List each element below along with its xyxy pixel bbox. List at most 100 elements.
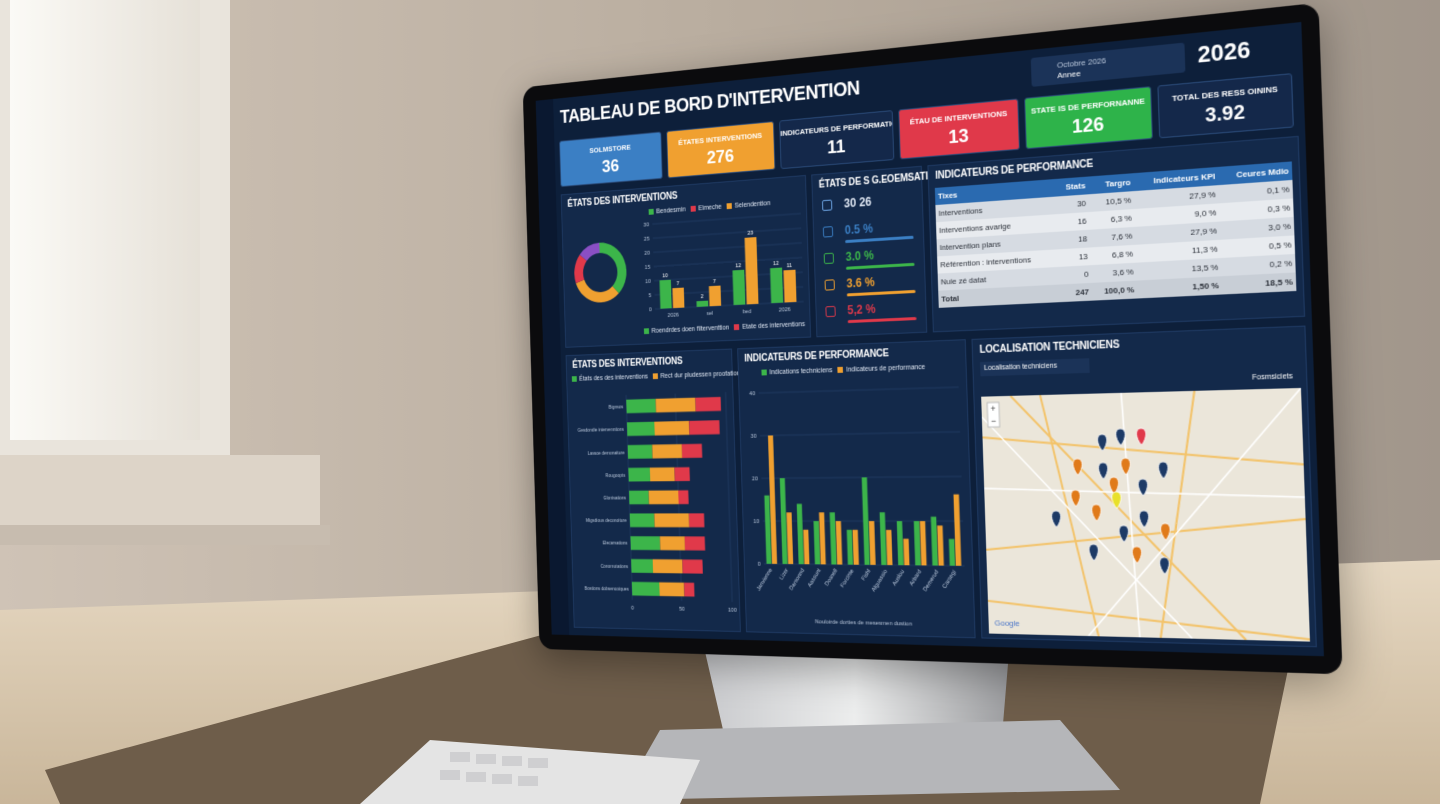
grid-line [652,214,800,224]
x-tick-label: 2026 [779,307,791,314]
y-tick-label: 10 [753,519,759,525]
table-cell: 18,5 % [1221,272,1297,295]
bar-segment [654,420,690,436]
legend: États des des interventions Rect dur plud… [567,370,743,383]
legend-swatch [837,366,844,374]
hbar-panel: ÉTATS DES INTERVENTIONS États des des in… [565,348,743,633]
bar [829,512,837,565]
table-cell: 0 [1058,265,1092,285]
y-tick-label: 20 [752,476,758,482]
bar-value-label: 7 [713,279,716,285]
x-tick-label: 50 [679,606,685,612]
x-tick-label: Lizer [779,567,790,581]
table-cell: 16 [1057,211,1090,232]
table-wrap: Tixes Stats Targro Indicateurs KPI Ceures Md… [934,161,1297,308]
panel-title: LOCALISATION TECHNICIENS [979,339,1120,356]
x-tick-label: Fishl [861,568,872,582]
metric-icon [822,226,834,238]
table-cell: 18 [1057,229,1091,250]
bar-segment [689,420,720,435]
kpi-card: ÉTATES INTERVENTIONS 276 [666,121,776,179]
grid-line [653,228,801,238]
bar-segment [659,582,685,597]
y-tick-label: Glonisations [603,495,626,500]
kpi-value: 36 [601,156,620,178]
y-tick-label: 10 [645,279,651,285]
kpi-card: SOLMSTORE 36 [559,131,663,188]
legend-swatch [726,203,733,210]
y-tick-label: 0 [758,561,761,567]
table-cell: 247 [1059,282,1093,303]
x-tick-label: 0 [631,605,634,611]
bar [783,269,797,303]
y-tick-label: Lassoe demonaiture [588,450,625,456]
x-tick-label: Carsegi [942,569,958,590]
bar [852,529,859,565]
bar-segment [654,513,690,528]
metric-bar [847,317,917,324]
status-panel: ÉTATS DES INTERVENTIONS 0 5 10 15 20 25 30 2026… [560,174,812,348]
legend-label: États des des interventions [579,373,649,383]
bar-value-label: 23 [747,230,753,237]
bar [813,521,821,565]
metric-bar [845,262,915,270]
metric-bar [845,235,914,244]
bar-value-label: 12 [773,261,779,268]
grid-line [761,476,961,478]
map-panel: LOCALISATION TECHNICIENS Localisation te… [971,325,1317,648]
legend-swatch [571,376,577,382]
bar-segment [628,467,651,482]
metric-icon [822,199,833,212]
bar [696,300,709,307]
bar [803,529,810,565]
table-panel: INDICATEURS DE PERFORMANCE Tixes Stats Tar… [927,135,1306,333]
bar [868,521,876,565]
map-dropdown[interactable]: Localisation techniciens [979,358,1090,377]
y-tick-label: 25 [644,236,650,242]
legend-swatch [643,328,650,335]
bar-segment [684,536,706,551]
legend-swatch [761,369,767,376]
bar [786,512,794,565]
y-tick-label: 30 [751,434,757,440]
bar [732,269,746,306]
bar-segment [681,443,703,458]
legend-label: Rect dur pludessen proofations [660,370,744,380]
bar-segment [682,559,703,574]
columns-panel: INDICATEURS DE PERFORMANCE Indications t… [737,339,976,639]
kpi-card: ÉTAU DE INTERVENTIONS 13 [898,98,1020,160]
legend-swatch [734,324,740,331]
donut-segment [599,240,628,295]
bar [913,521,921,566]
column-header: Stats [1055,176,1089,197]
bar-segment [674,467,690,482]
bar [835,521,843,565]
zoom-out: − [991,415,997,426]
y-tick-label: Bignsos [609,404,624,409]
dashboard: TABLEAU DE BORD D'INTERVENTION Octobre 2… [535,22,1324,657]
legend: Indications techniciens Indicateurs de pe… [756,364,925,377]
x-tick-label: Forcinte [840,568,856,589]
bar-segment [631,581,660,597]
monitor-bezel: TABLEAU DE BORD D'INTERVENTION Octobre 2… [522,2,1343,675]
date-picker[interactable]: Octobre 2026 Annee [1030,42,1186,87]
table-cell: 13 [1058,247,1092,267]
bar-segment [631,559,654,573]
y-tick-label: Migsdious deconoiture [586,518,627,523]
metrics-panel: ÉTATS DE S G.EOEMSATIF 30 26 0.5 % 3.0 % 3.… [811,165,934,338]
bar-segment [649,467,675,482]
performance-table: Tixes Stats Targro Indicateurs KPI Ceures Md… [934,161,1297,308]
bar [919,521,927,566]
bar [796,503,804,565]
year: 2026 [1197,35,1251,68]
map-filter[interactable]: Fosmsiciets [1252,372,1293,382]
grid-line [760,432,960,436]
bar [672,287,685,309]
metric-value: 5,2 % [847,301,876,318]
legend-swatch [648,208,654,215]
zoom-in: + [990,403,996,414]
bar-value-label: 12 [735,263,741,270]
grid-line [654,258,803,267]
